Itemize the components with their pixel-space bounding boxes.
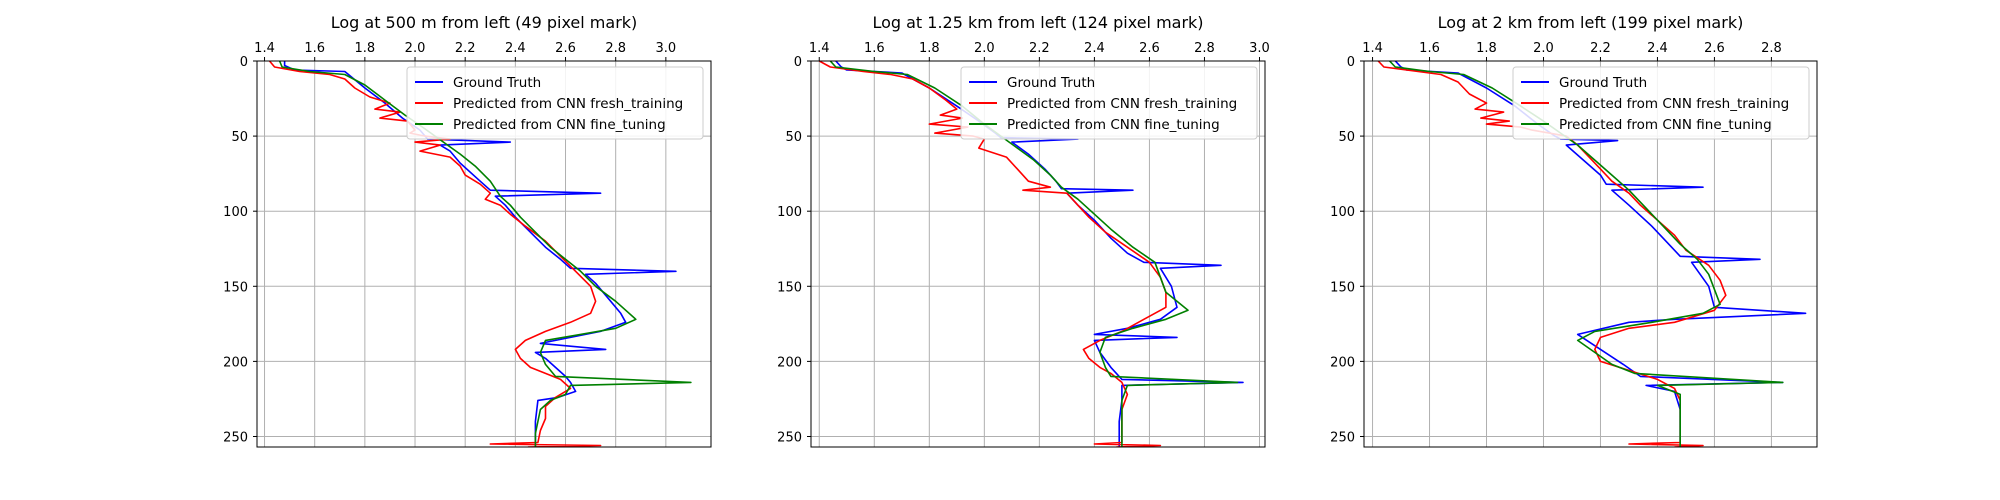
x-tick-label: 2.0: [1533, 41, 1554, 56]
x-tick-label: 2.6: [1704, 41, 1725, 56]
plot-frame: [1363, 60, 1818, 448]
x-tick-label: 2.8: [1194, 41, 1215, 56]
chart-title: Log at 1.25 km from left (124 pixel mark…: [872, 13, 1203, 32]
series-line-2: [818, 61, 1167, 447]
legend-label: Predicted from CNN fine_tuning: [1007, 117, 1220, 133]
chart-panel-3: 1.4 1.6 1.8 2.0 2.2 2.4 2.6 2.8 0 50 100 150 200 250 L…: [1330, 13, 1818, 448]
x-tick-label: 2.4: [1084, 41, 1105, 56]
x-tick-label: 2.2: [1029, 41, 1050, 56]
x-tick-label: 1.6: [304, 41, 325, 56]
x-tick-label: 2.2: [455, 41, 476, 56]
x-tick-label: 2.0: [974, 41, 995, 56]
x-tick-label: 2.6: [555, 41, 576, 56]
plot-frame: [810, 60, 1266, 448]
legend-box: [1512, 66, 1810, 140]
legend-label: Predicted from CNN fresh_training: [1007, 96, 1237, 112]
y-tick-label: 50: [1338, 130, 1355, 145]
x-tick-label: 2.4: [1647, 41, 1668, 56]
x-tick-label: 3.0: [656, 41, 677, 56]
chart-title: Log at 500 m from left (49 pixel mark): [331, 13, 638, 32]
legend-label: Predicted from CNN fine_tuning: [453, 117, 666, 133]
x-tick-label: 1.6: [1419, 41, 1440, 56]
series-line-2: [268, 61, 602, 447]
series-line-2: [1377, 61, 1727, 447]
x-tick-label: 3.0: [1249, 41, 1270, 56]
y-tick-label: 150: [223, 280, 248, 295]
legend-label: Predicted from CNN fine_tuning: [1559, 117, 1772, 133]
y-tick-label: 100: [777, 205, 802, 220]
y-tick-label: 100: [223, 205, 248, 220]
x-tick-label: 2.8: [605, 41, 626, 56]
legend-label: Ground Truth: [1559, 75, 1647, 91]
x-tick-label: 2.0: [405, 41, 426, 56]
legend-box: [406, 66, 704, 140]
series-line-3: [278, 61, 692, 447]
y-tick-label: 50: [231, 130, 248, 145]
y-tick-label: 250: [223, 430, 248, 445]
y-tick-label: 0: [240, 55, 248, 70]
x-tick-label: 1.4: [254, 41, 275, 56]
legend-label: Predicted from CNN fresh_training: [453, 96, 683, 112]
x-tick-label: 1.6: [864, 41, 885, 56]
y-tick-label: 100: [1330, 205, 1355, 220]
legend-label: Ground Truth: [453, 75, 541, 91]
chart-title: Log at 2 km from left (199 pixel mark): [1438, 13, 1744, 32]
legend-box: [960, 66, 1258, 140]
x-tick-label: 2.2: [1590, 41, 1611, 56]
y-tick-label: 50: [785, 130, 802, 145]
legend: Ground Truth Predicted from CNN fresh_tra…: [1512, 66, 1810, 140]
x-tick-label: 1.8: [355, 41, 376, 56]
y-tick-label: 0: [1347, 55, 1355, 70]
y-tick-label: 150: [777, 280, 802, 295]
chart-panel-1: 1.4 1.6 1.8 2.0 2.2 2.4 2.6 2.8 3.0 0 50 100 150 200 2…: [223, 13, 712, 448]
x-tick-label: 1.4: [809, 41, 830, 56]
y-tick-label: 150: [1330, 280, 1355, 295]
x-tick-label: 2.8: [1761, 41, 1782, 56]
legend: Ground Truth Predicted from CNN fresh_tra…: [960, 66, 1258, 140]
y-tick-label: 250: [1330, 430, 1355, 445]
y-tick-label: 0: [794, 55, 802, 70]
plot-frame: [256, 60, 712, 448]
x-tick-label: 1.8: [1476, 41, 1497, 56]
x-tick-label: 2.6: [1139, 41, 1160, 56]
y-tick-label: 200: [223, 355, 248, 370]
x-tick-label: 1.4: [1362, 41, 1383, 56]
legend: Ground Truth Predicted from CNN fresh_tra…: [406, 66, 704, 140]
x-tick-label: 2.4: [505, 41, 526, 56]
legend-label: Ground Truth: [1007, 75, 1095, 91]
chart-panel-2: 1.4 1.6 1.8 2.0 2.2 2.4 2.6 2.8 3.0 0 50 100 150 200 2…: [777, 13, 1270, 448]
y-tick-label: 200: [1330, 355, 1355, 370]
legend-label: Predicted from CNN fresh_training: [1559, 96, 1789, 112]
y-tick-label: 250: [777, 430, 802, 445]
x-tick-label: 1.8: [919, 41, 940, 56]
y-tick-label: 200: [777, 355, 802, 370]
